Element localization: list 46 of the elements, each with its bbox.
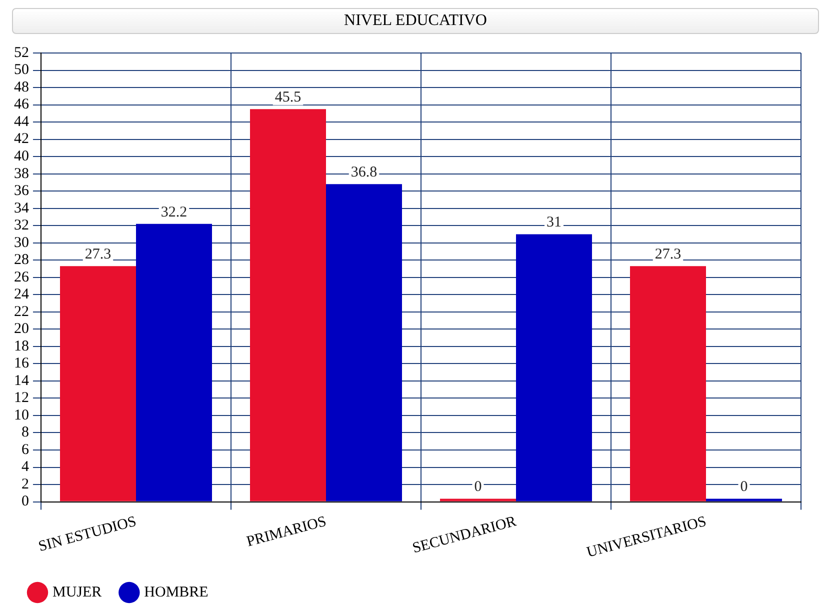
y-tick-label: 6 <box>22 442 30 458</box>
bar <box>630 266 706 502</box>
y-tick-label: 24 <box>14 286 30 303</box>
data-label: 36.8 <box>350 164 378 181</box>
bar <box>440 498 516 502</box>
y-tick-label: 28 <box>14 252 29 268</box>
y-tick-label: 2 <box>22 476 29 492</box>
y-tick-label: 16 <box>14 356 30 372</box>
y-tick-label: 52 <box>14 44 29 61</box>
y-tick-label: 12 <box>14 390 29 406</box>
y-tick-label: 36 <box>14 183 30 200</box>
bar <box>326 184 402 502</box>
data-label: 27.3 <box>654 246 682 263</box>
bar <box>60 266 136 502</box>
y-tick-label: 22 <box>14 304 29 320</box>
y-tick-label: 26 <box>14 269 30 286</box>
y-tick-label: 34 <box>14 200 30 216</box>
bar <box>250 109 326 502</box>
y-tick-label: 32 <box>14 218 29 234</box>
data-label: 27.3 <box>84 246 112 263</box>
y-tick-label: 38 <box>14 166 29 182</box>
y-tick-label: 18 <box>14 338 29 354</box>
y-tick-label: 4 <box>22 459 30 476</box>
data-label: 31 <box>546 214 562 231</box>
data-label: 0 <box>740 479 748 496</box>
y-tick-label: 48 <box>14 79 29 96</box>
data-label: 0 <box>474 479 482 496</box>
y-tick-label: 20 <box>14 321 29 338</box>
data-label: 45.5 <box>274 90 302 106</box>
y-tick-label: 14 <box>14 372 30 389</box>
chart-title: NIVEL EDUCATIVO <box>12 8 819 34</box>
y-tick-label: 0 <box>22 494 29 510</box>
bar <box>706 498 782 502</box>
y-tick-label: 40 <box>14 148 29 165</box>
y-tick-label: 42 <box>14 131 29 148</box>
y-tick-label: 8 <box>22 424 29 441</box>
y-tick-label: 46 <box>14 96 30 113</box>
data-label: 32.2 <box>160 204 188 220</box>
bar <box>136 224 212 502</box>
legend-label: HOMBRE <box>144 584 208 600</box>
legend-label: MUJER <box>52 584 102 600</box>
y-tick-label: 50 <box>14 62 29 78</box>
y-tick-label: 44 <box>14 114 30 130</box>
y-tick-label: 10 <box>14 407 29 424</box>
bar <box>516 234 592 502</box>
y-tick-label: 30 <box>14 234 29 251</box>
